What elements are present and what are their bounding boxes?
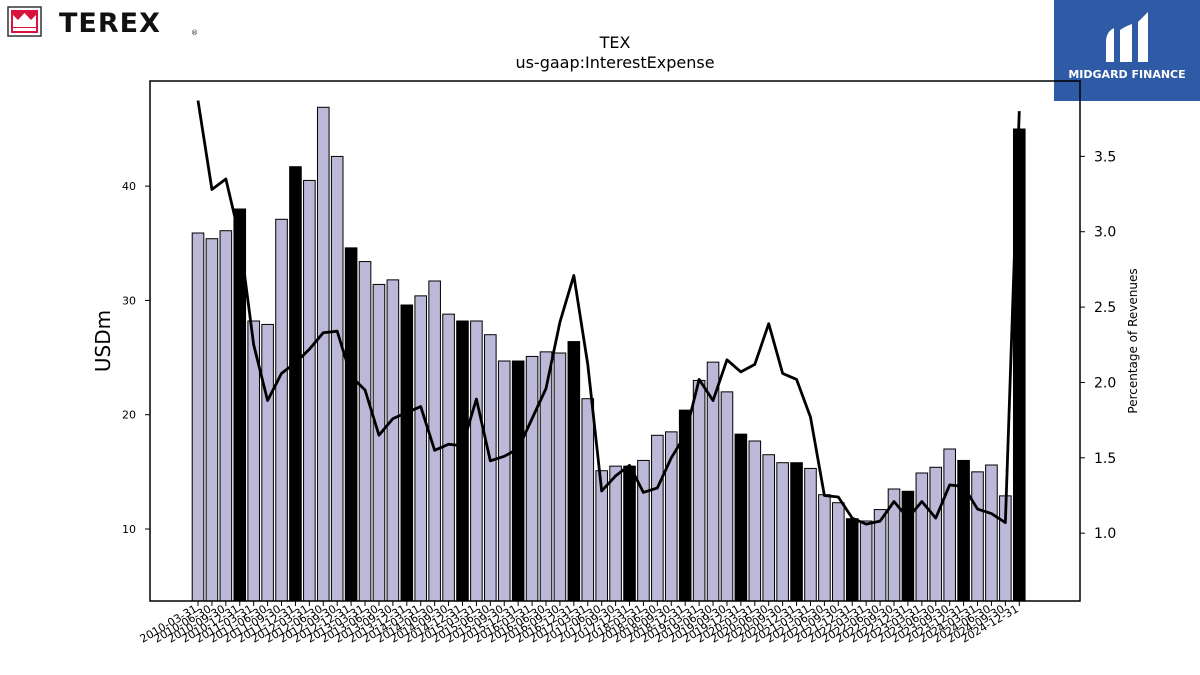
bar	[609, 465, 622, 602]
midgard-wordmark: MIDGARD FINANCE	[1068, 68, 1186, 81]
y-tick-label: 40	[122, 180, 136, 193]
bar	[971, 471, 984, 602]
bar	[400, 304, 414, 602]
bar	[776, 462, 789, 602]
bar	[567, 341, 581, 602]
bar	[511, 360, 525, 602]
bar	[901, 490, 915, 602]
terex-logo: TEREX ®	[7, 6, 202, 39]
bar	[720, 391, 734, 602]
terex-crown-icon	[7, 6, 42, 37]
ratio-line	[196, 100, 1021, 526]
chart-subtitle: us-gaap:InterestExpense	[515, 53, 714, 72]
y2-tick-label: 3.5	[1094, 149, 1116, 165]
bar	[525, 355, 539, 602]
y2-axis-label: Percentage of Revenues	[1126, 268, 1140, 413]
bar	[414, 295, 428, 602]
bar	[623, 465, 636, 602]
midgard-emblem-icon	[1106, 12, 1148, 62]
y2-tick-label: 3.0	[1094, 225, 1116, 241]
y2-tick-label: 2.5	[1094, 300, 1116, 316]
bar	[191, 232, 205, 602]
bar	[553, 352, 567, 602]
bar	[497, 360, 511, 602]
bar	[303, 179, 316, 602]
bar	[734, 433, 748, 602]
bar	[832, 502, 845, 602]
bar	[762, 454, 776, 602]
bar	[957, 459, 970, 602]
y-axis-label: USDm	[91, 310, 115, 372]
bar	[804, 467, 817, 602]
bar	[859, 520, 873, 602]
bar	[275, 218, 288, 602]
plot-frame	[149, 80, 1081, 602]
bar	[330, 155, 344, 602]
bar	[790, 462, 803, 602]
bar	[261, 323, 274, 602]
x-axis: 2010-03-312010-06-302010-09-302010-12-31…	[138, 601, 1021, 646]
bar	[678, 409, 692, 602]
bar	[372, 283, 386, 602]
bar	[692, 379, 706, 602]
left-axis: 10 20 30 40	[122, 180, 150, 536]
midgard-finance-logo: MIDGARD FINANCE	[1054, 0, 1200, 101]
y-tick-label: 10	[122, 523, 136, 536]
bar	[456, 320, 469, 602]
bar	[219, 230, 233, 602]
bar-series	[191, 106, 1026, 602]
bar	[316, 106, 330, 602]
y2-tick-label: 1.5	[1094, 451, 1116, 467]
bar	[651, 434, 664, 602]
y2-tick-label: 2.0	[1094, 375, 1116, 391]
bar	[358, 261, 372, 602]
y-tick-label: 20	[122, 409, 136, 422]
bar	[470, 320, 483, 602]
bar	[985, 464, 998, 602]
bar	[484, 334, 497, 602]
bar	[845, 518, 859, 602]
right-axis: 1.0 1.5 2.0 2.5 3.0 3.5	[1080, 149, 1116, 542]
bar	[205, 238, 219, 602]
bar	[344, 247, 358, 602]
bar	[929, 466, 943, 602]
y-tick-label: 30	[122, 294, 136, 307]
registered-mark: ®	[191, 29, 198, 37]
bar	[289, 166, 302, 602]
chart-title: TEX	[599, 33, 631, 52]
y2-tick-label: 1.0	[1094, 526, 1116, 542]
bar	[943, 448, 956, 602]
bar	[818, 494, 831, 602]
bar	[386, 279, 400, 602]
bar	[442, 313, 455, 602]
bar	[748, 440, 762, 602]
bar	[581, 398, 595, 602]
terex-wordmark: TEREX	[59, 8, 161, 39]
bar	[915, 472, 929, 602]
